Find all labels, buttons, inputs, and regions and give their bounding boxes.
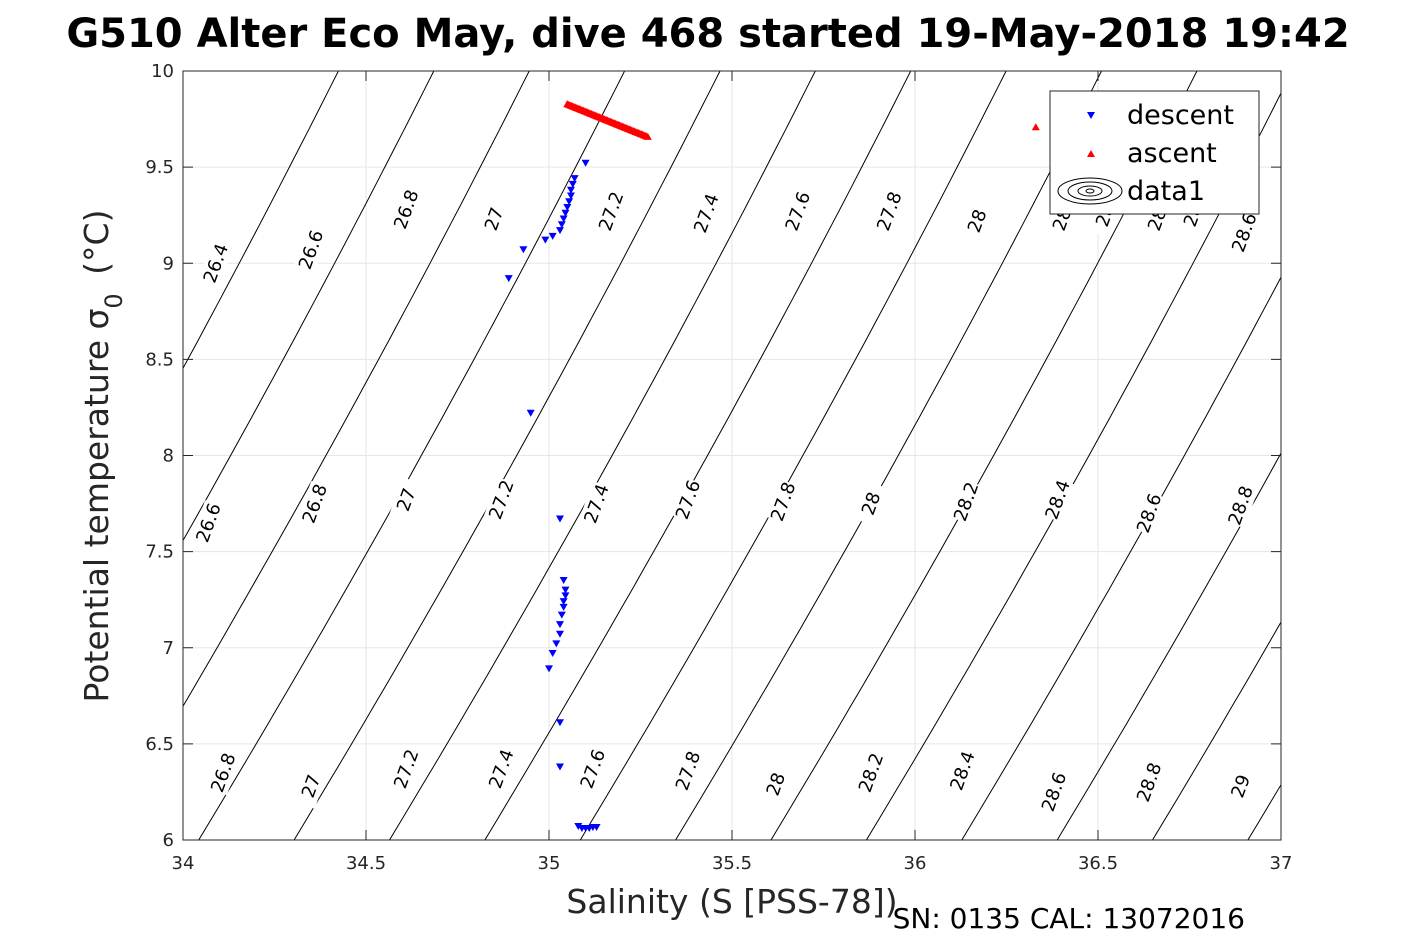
isopycnal-line xyxy=(389,71,816,840)
descent-point xyxy=(563,203,572,211)
legend-descent-label: descent xyxy=(1127,100,1234,131)
legend-data1-label: data1 xyxy=(1127,176,1205,207)
isopycnal-line xyxy=(675,71,1102,840)
y-tick-label: 7 xyxy=(163,638,174,659)
isopycnal-line xyxy=(183,71,530,708)
ascent-point xyxy=(643,132,652,140)
descent-point xyxy=(559,603,568,611)
descent-point xyxy=(504,275,513,283)
isopycnal-line xyxy=(579,71,1007,840)
descent-point xyxy=(557,611,566,619)
isopycnal-line xyxy=(1152,621,1281,840)
contour-label: 27.6 xyxy=(670,477,705,522)
legend-contour-icon xyxy=(1057,177,1123,205)
y-tick-label: 9.5 xyxy=(145,157,174,178)
descent-point xyxy=(559,576,568,584)
contour-label: 27.6 xyxy=(575,746,610,791)
descent-point xyxy=(548,232,557,240)
y-tick-label: 9 xyxy=(163,253,174,274)
descent-point xyxy=(545,665,553,673)
y-tick-label: 8.5 xyxy=(145,349,174,370)
descent-point xyxy=(570,175,579,183)
descent-point xyxy=(526,409,535,417)
descent-point xyxy=(559,215,568,223)
descent-point xyxy=(552,640,561,648)
descent-point xyxy=(555,630,564,638)
y-axis-label: Potential temperature σ0 (°C) xyxy=(77,210,128,703)
descent-point xyxy=(555,515,564,523)
x-axis-label: Salinity (S [PSS-78]) xyxy=(566,882,897,921)
descent-point xyxy=(566,186,575,194)
chart-title: G510 Alter Eco May, dive 468 started 19-… xyxy=(66,11,1349,57)
descent-point xyxy=(581,159,590,167)
legend-descent-marker xyxy=(1087,112,1095,119)
descent-point xyxy=(555,621,564,629)
descent-point xyxy=(574,823,583,831)
x-tick-label: 35 xyxy=(538,853,561,874)
descent-point xyxy=(566,192,575,200)
descent-point xyxy=(565,198,574,206)
x-tick-label: 36 xyxy=(904,853,927,874)
descent-point xyxy=(557,221,566,229)
descent-point xyxy=(559,598,568,606)
axis-ticks: 34 34.5 35 35.5 36 36.5 37 6 6.5 7 7.5 8 8.5 9 9.5 10 xyxy=(145,61,1292,874)
y-tick-label: 6.5 xyxy=(145,734,174,755)
legend-ascent-label: ascent xyxy=(1127,138,1217,169)
descent-point xyxy=(519,246,528,254)
descent-point xyxy=(561,209,570,217)
legend: descent ascent data1 xyxy=(1049,90,1260,215)
y-tick-label: 6 xyxy=(163,830,174,851)
descent-point xyxy=(561,592,570,600)
isopycnal-line xyxy=(183,71,339,370)
x-tick-label: 35.5 xyxy=(712,853,752,874)
x-tick-label: 34 xyxy=(172,853,195,874)
legend-box xyxy=(1049,90,1260,215)
isopycnal-line xyxy=(484,71,912,840)
descent-point xyxy=(555,719,564,727)
isopycnal-line xyxy=(183,71,435,542)
descent-point xyxy=(555,763,564,771)
x-tick-label: 36.5 xyxy=(1078,853,1118,874)
x-tick-label: 34.5 xyxy=(346,853,386,874)
isopycnal-line xyxy=(198,71,626,840)
descent-point xyxy=(548,650,557,658)
descent-point xyxy=(541,236,550,244)
data-markers xyxy=(504,100,1040,832)
x-tick-label: 37 xyxy=(1270,853,1293,874)
y-tick-label: 7.5 xyxy=(145,542,174,563)
footer-serial-calibration: SN: 0135 CAL: 13072016 xyxy=(893,902,1245,935)
isopycnal-line xyxy=(293,71,721,840)
ascent-point xyxy=(1031,123,1040,131)
y-tick-label: 8 xyxy=(163,446,174,467)
y-tick-label: 10 xyxy=(151,61,174,82)
legend-ascent-marker xyxy=(1087,150,1095,157)
isopycnal-line xyxy=(961,276,1281,840)
descent-point xyxy=(561,586,570,594)
descent-point xyxy=(555,227,564,235)
descent-point xyxy=(568,180,577,188)
descent-point xyxy=(592,824,601,832)
